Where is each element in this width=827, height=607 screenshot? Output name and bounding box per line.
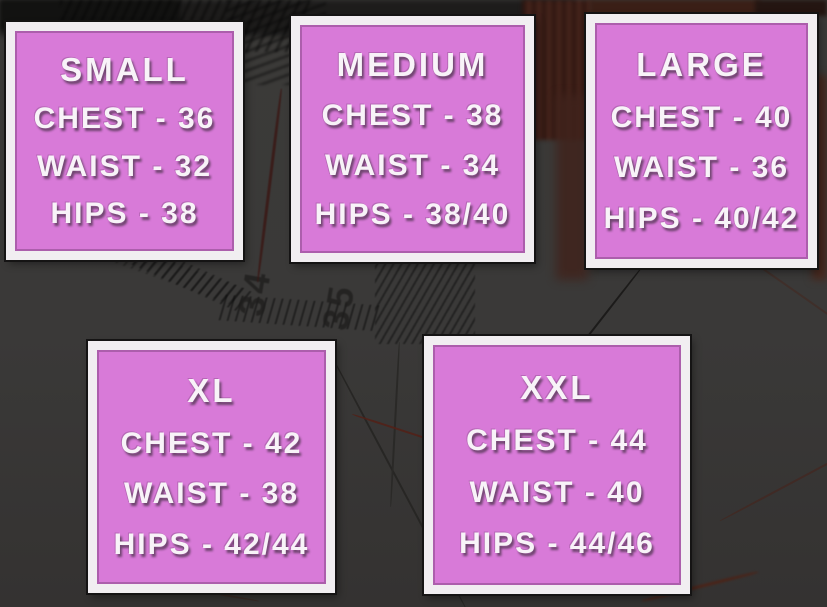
tape-number: 34 xyxy=(230,266,279,320)
waist-measurement: WAIST - 40 xyxy=(469,475,645,509)
size-label: XL xyxy=(187,372,236,410)
waist-measurement: WAIST - 32 xyxy=(36,149,213,183)
size-card-large: LARGE CHEST - 40 WAIST - 36 HIPS - 40/42 xyxy=(584,12,819,270)
waist-measurement: WAIST - 36 xyxy=(613,151,790,185)
size-card-small: SMALL CHEST - 36 WAIST - 32 HIPS - 38 xyxy=(4,20,245,262)
hips-measurement: HIPS - 42/44 xyxy=(113,527,310,561)
size-card-xxl: XXL CHEST - 44 WAIST - 40 HIPS - 44/46 xyxy=(422,334,692,596)
thread-line xyxy=(256,88,283,283)
chest-measurement: CHEST - 44 xyxy=(466,424,648,458)
thread-line xyxy=(719,440,827,522)
size-label: SMALL xyxy=(60,50,189,88)
chest-measurement: CHEST - 40 xyxy=(610,100,793,134)
hips-measurement: HIPS - 38 xyxy=(50,197,199,231)
size-label: MEDIUM xyxy=(336,46,489,84)
red-thread-smudge xyxy=(556,95,588,280)
wood-spool-patch xyxy=(590,0,760,15)
waist-measurement: WAIST - 38 xyxy=(123,477,300,511)
size-card-medium: MEDIUM CHEST - 38 WAIST - 34 HIPS - 38/4… xyxy=(289,14,536,264)
hips-measurement: HIPS - 40/42 xyxy=(603,202,800,236)
hips-measurement: HIPS - 38/40 xyxy=(314,197,511,231)
waist-measurement: WAIST - 34 xyxy=(324,148,501,182)
chest-measurement: CHEST - 36 xyxy=(33,102,216,136)
chest-measurement: CHEST - 38 xyxy=(321,99,504,133)
size-label: LARGE xyxy=(636,45,767,83)
measuring-tape-ticks xyxy=(375,252,475,344)
size-card-xl: XL CHEST - 42 WAIST - 38 HIPS - 42/44 xyxy=(86,339,337,595)
chest-measurement: CHEST - 42 xyxy=(120,426,303,460)
hips-measurement: HIPS - 44/46 xyxy=(459,527,655,561)
size-label: XXL xyxy=(520,368,594,406)
tape-number: 35 xyxy=(314,280,363,334)
